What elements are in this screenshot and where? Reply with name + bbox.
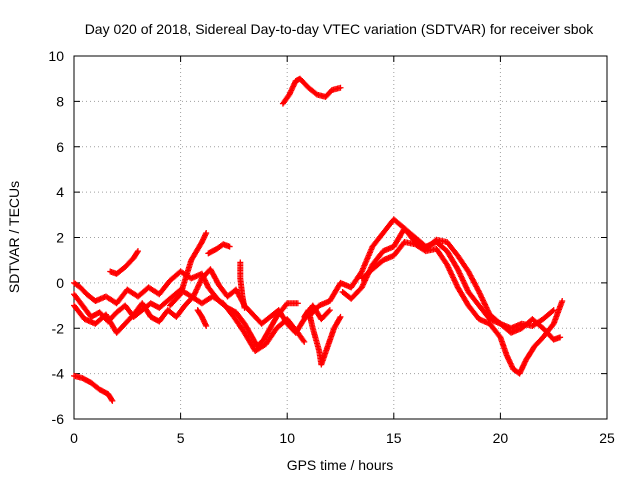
data-point <box>109 397 116 404</box>
data-point <box>326 307 333 314</box>
x-tick-label: 0 <box>70 430 78 446</box>
data-point <box>134 249 141 256</box>
y-tick-label: 8 <box>56 93 64 109</box>
y-tick-label: -4 <box>52 366 65 382</box>
data-point <box>301 338 308 345</box>
data-series-arc-5 <box>166 229 210 309</box>
chart-title: Day 020 of 2018, Sidereal Day-to-day VTE… <box>85 21 595 37</box>
data-point <box>325 308 332 315</box>
x-tick-label: 5 <box>177 430 185 446</box>
x-tick-label: 10 <box>279 430 295 446</box>
y-tick-label: 6 <box>56 139 64 155</box>
data-point <box>294 300 301 307</box>
data-point <box>134 248 141 255</box>
data-point <box>203 322 210 329</box>
x-tick-label: 20 <box>493 430 509 446</box>
y-tick-label: -2 <box>52 320 65 336</box>
y-tick-label: 10 <box>48 48 64 64</box>
data-point <box>300 337 307 344</box>
data-point <box>241 304 248 311</box>
data-point <box>337 84 344 91</box>
data-series-arc-10 <box>279 75 344 107</box>
data-point <box>226 243 233 250</box>
data-point <box>550 307 557 314</box>
data-series-arc-8 <box>237 259 248 311</box>
x-axis-label: GPS time / hours <box>287 457 394 473</box>
data-series-arc-2 <box>71 286 308 354</box>
data-series-arc-9 <box>71 372 116 404</box>
y-tick-label: -6 <box>52 411 65 427</box>
data-layer <box>71 75 566 404</box>
data-point <box>549 308 556 315</box>
data-point <box>108 396 115 403</box>
data-series-arc-12 <box>305 216 557 332</box>
y-tick-label: 4 <box>56 184 64 200</box>
plot-frame <box>73 55 608 420</box>
data-point <box>557 334 564 341</box>
y-axis-label: SDTVAR / TECUs <box>6 181 22 293</box>
data-point <box>203 229 210 236</box>
x-tick-label: 15 <box>386 430 402 446</box>
y-tick-label: 2 <box>56 230 64 246</box>
data-point <box>337 313 344 320</box>
data-point <box>559 298 566 305</box>
data-series-arc-6 <box>205 241 233 257</box>
data-series-arc-4 <box>107 248 141 277</box>
data-series-arc-14 <box>358 239 566 377</box>
data-series-arc-7 <box>194 307 210 329</box>
data-series-arc-3 <box>71 266 333 336</box>
data-series-arc-13 <box>339 225 564 343</box>
tick-layer: -6 -4 -2 0 2 4 6 8 10 0 5 10 15 20 25 <box>48 48 615 446</box>
y-tick-label: 0 <box>56 275 64 291</box>
data-point <box>336 315 343 322</box>
x-tick-label: 25 <box>599 430 615 446</box>
